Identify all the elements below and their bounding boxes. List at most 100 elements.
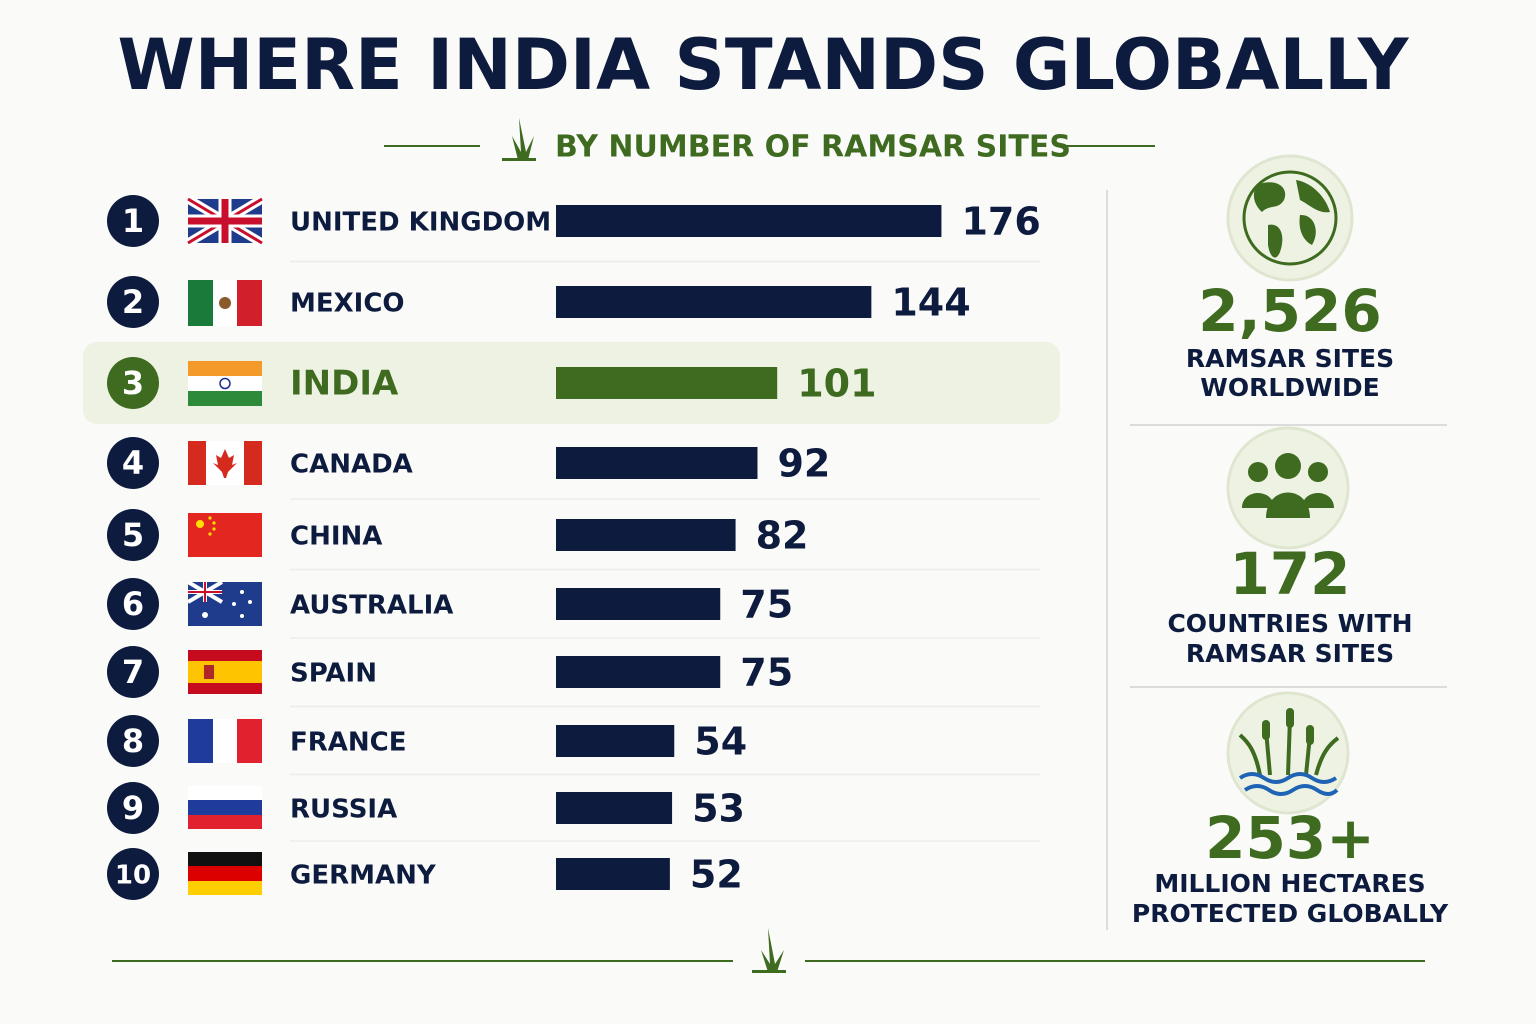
category-label: RUSSIA: [290, 795, 397, 825]
people-icon: [1226, 426, 1350, 550]
value-label: 176: [961, 200, 1040, 244]
value-label: 144: [891, 281, 970, 325]
bar: [556, 858, 670, 890]
value-label: 101: [797, 362, 876, 406]
stat-value: 2,526: [1198, 277, 1381, 345]
flag-stripe: [188, 441, 206, 485]
flag-star: [196, 520, 204, 528]
bar: [556, 447, 758, 479]
value-label: 75: [740, 583, 793, 627]
bar: [556, 588, 721, 620]
flag-star: [212, 521, 216, 525]
bar: [556, 792, 673, 824]
stat-caption: RAMSAR SITES: [1186, 639, 1394, 668]
flag-stripe: [244, 441, 262, 485]
flag-emblem: [219, 297, 231, 309]
flag-star: [208, 532, 212, 536]
flag-emblem: [204, 665, 214, 679]
flag-stripe: [237, 719, 262, 763]
bar: [556, 367, 778, 399]
flag-stripe: [188, 881, 262, 895]
chart-subtitle: BY NUMBER OF RAMSAR SITES: [555, 130, 1071, 165]
rank-label: 10: [115, 861, 151, 891]
flag: [188, 361, 262, 406]
flag: [188, 513, 262, 557]
category-label: CHINA: [290, 522, 382, 552]
value-label: 53: [692, 787, 745, 831]
flag: [188, 852, 262, 895]
category-label: UNITED KINGDOM: [290, 208, 551, 238]
rank-badge: [107, 782, 159, 834]
rank-badge: [107, 646, 159, 698]
flag-stripe: [188, 719, 213, 763]
category-label: MEXICO: [290, 289, 405, 319]
rank-badge: [107, 578, 159, 630]
flag-emblem: [219, 377, 231, 390]
stat-value: 253+: [1205, 804, 1375, 872]
value-label: 52: [690, 853, 743, 897]
flag-stripe: [188, 815, 262, 829]
flag-stripe: [188, 361, 262, 376]
stat-caption: WORLDWIDE: [1200, 373, 1379, 402]
flag: [185, 195, 265, 247]
flag: [188, 786, 262, 829]
wetland-icon: [1226, 691, 1350, 815]
chart-title: WHERE INDIA STANDS GLOBALLY: [117, 24, 1409, 106]
flag-stripe: [188, 376, 262, 391]
value-label: 75: [740, 651, 793, 695]
rank-badge: [107, 357, 159, 409]
flag: [188, 650, 262, 694]
flag-star: [232, 602, 236, 606]
rank-label: 3: [122, 364, 144, 402]
category-label: FRANCE: [290, 728, 407, 758]
value-label: 54: [694, 720, 747, 764]
flag: [188, 441, 262, 485]
flag-star: [202, 612, 208, 618]
flag-field: [188, 513, 262, 557]
rank-label: 7: [122, 653, 144, 691]
rank-label: 2: [122, 283, 144, 321]
flag-stripe: [188, 661, 262, 683]
rank-badge: [107, 715, 159, 767]
value-label: 82: [756, 514, 809, 558]
stat-caption: RAMSAR SITES: [1186, 344, 1394, 373]
rank-label: 9: [122, 789, 144, 827]
category-label: INDIA: [290, 364, 399, 404]
stat-caption: COUNTRIES WITH: [1167, 609, 1412, 638]
flag-cross: [188, 199, 262, 243]
flag-stripe: [188, 786, 262, 800]
globe-icon: [1226, 154, 1354, 282]
rank-badge: [107, 509, 159, 561]
flag-stripe: [188, 866, 262, 881]
flag-star: [212, 527, 216, 531]
rank-label: 4: [122, 444, 144, 482]
flag-star: [208, 516, 212, 520]
flag: [186, 580, 262, 626]
flag-star: [240, 590, 244, 594]
plant-icon: [502, 118, 536, 161]
bar: [556, 656, 721, 688]
rank-badge: [107, 195, 159, 247]
bar: [556, 725, 675, 757]
flag-leaf: [213, 449, 237, 478]
flag-stripe: [188, 800, 262, 815]
rank-label: 5: [122, 516, 144, 554]
flag-stripe: [213, 719, 237, 763]
bar: [556, 286, 872, 318]
category-label: GERMANY: [290, 861, 437, 891]
rank-badge: [107, 437, 159, 489]
rank-label: 8: [122, 722, 144, 760]
flag-star: [248, 600, 252, 604]
flag-star: [240, 614, 244, 618]
flag: [188, 280, 262, 326]
stat-caption: MILLION HECTARES: [1154, 869, 1425, 898]
flag: [188, 719, 262, 763]
category-label: AUSTRALIA: [290, 591, 453, 621]
stat-caption: PROTECTED GLOBALLY: [1132, 899, 1449, 928]
category-label: SPAIN: [290, 659, 377, 689]
flag-stripe: [237, 280, 262, 326]
flag-cross: [188, 582, 222, 602]
flag-stripe: [188, 280, 213, 326]
stat-value: 172: [1229, 540, 1350, 608]
